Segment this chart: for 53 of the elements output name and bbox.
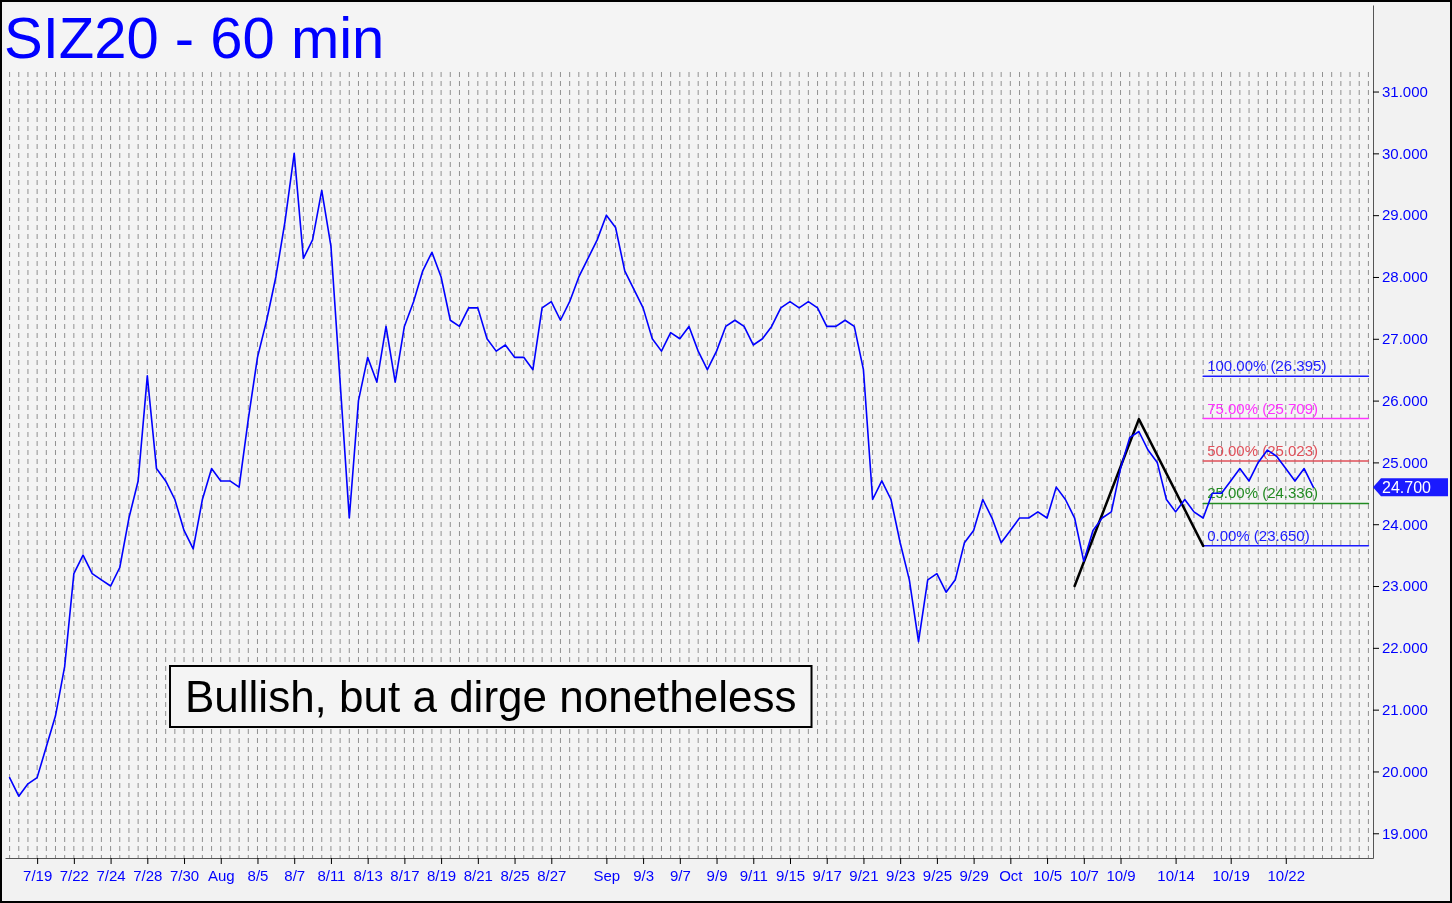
x-tick-label: 9/29 (959, 866, 989, 884)
x-tick-label: 9/9 (706, 866, 728, 884)
y-tick-label: 27.000 (1382, 330, 1428, 348)
y-tick-label: 21.000 (1382, 700, 1428, 718)
series-label: 75.00% (25.709) (1207, 399, 1319, 417)
x-tick-label: 8/25 (500, 866, 530, 884)
x-tick-label: 8/27 (537, 866, 567, 884)
x-tick-label: Aug (207, 866, 235, 884)
x-tick-label: 7/30 (169, 866, 200, 884)
series-label: 0.00% (23.650) (1207, 526, 1310, 544)
x-tick-label: 7/28 (133, 866, 163, 884)
y-tick-label: 23.000 (1382, 577, 1428, 595)
x-tick-label: 9/23 (886, 866, 916, 884)
x-tick-label: 9/7 (669, 866, 691, 884)
y-tick-label: 29.000 (1382, 206, 1428, 224)
x-tick-label: 10/9 (1106, 866, 1136, 884)
x-tick-label: 9/25 (922, 866, 952, 884)
y-tick-label: 22.000 (1382, 639, 1428, 657)
x-tick-label: 10/5 (1032, 866, 1063, 884)
y-tick-label: 19.000 (1382, 824, 1428, 842)
x-tick-label: 7/24 (96, 866, 126, 884)
chart-title: SIZ20 - 60 min (4, 5, 385, 70)
y-tick-label: 20.000 (1382, 762, 1428, 780)
y-tick-label: 24.000 (1382, 515, 1428, 533)
x-tick-label: 7/22 (59, 866, 89, 884)
y-tick-label: 25.000 (1382, 453, 1428, 471)
x-tick-label: Oct (999, 866, 1024, 884)
x-tick-label: 8/21 (463, 866, 493, 884)
x-tick-label: 9/3 (633, 866, 655, 884)
x-tick-label: 8/7 (284, 866, 306, 884)
x-tick-label: Sep (593, 866, 621, 884)
x-tick-label: 9/17 (812, 866, 842, 884)
y-tick-label: 31.000 (1382, 82, 1428, 100)
x-tick-label: 8/19 (427, 866, 457, 884)
x-tick-label: 7/19 (23, 866, 53, 884)
x-tick-label: 10/7 (1069, 866, 1099, 884)
x-tick-label: 9/11 (739, 866, 768, 884)
x-tick-label: 9/21 (849, 866, 879, 884)
x-tick-label: 10/19 (1212, 866, 1250, 884)
y-tick-label: 28.000 (1382, 268, 1428, 286)
y-tick-label: 26.000 (1382, 391, 1428, 409)
series-label: 100.00% (26.395) (1207, 357, 1327, 375)
text: 24.700 (1382, 479, 1432, 497)
x-tick-label: 10/14 (1157, 866, 1195, 884)
x-tick-label: 8/13 (353, 866, 383, 884)
x-tick-label: 8/17 (390, 866, 420, 884)
x-tick-label: 8/11 (317, 866, 346, 884)
annotation: Bullish, but a dirge nonetheless (185, 672, 797, 721)
x-tick-label: 8/5 (247, 866, 269, 884)
x-tick-label: 10/22 (1267, 866, 1306, 884)
x-tick-label: 9/15 (775, 866, 806, 884)
series-label: 50.00% (25.023) (1207, 441, 1319, 459)
y-tick-label: 30.000 (1382, 144, 1428, 162)
